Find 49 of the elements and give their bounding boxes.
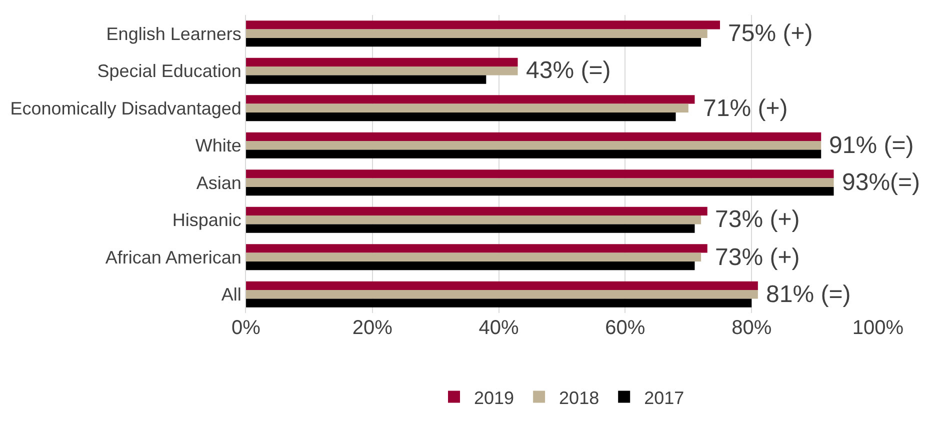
bar bbox=[246, 58, 518, 67]
y-tick-label: Asian bbox=[196, 172, 242, 193]
x-tick-label: 100% bbox=[852, 317, 904, 339]
bar bbox=[246, 252, 702, 262]
bar bbox=[246, 216, 702, 224]
bar bbox=[246, 112, 676, 122]
x-tick-label: 0% bbox=[232, 317, 261, 339]
bar bbox=[246, 150, 822, 158]
y-tick-label: White bbox=[195, 136, 242, 156]
annotation: 43% (=) bbox=[526, 57, 611, 84]
annotation: 75% (+) bbox=[728, 20, 813, 47]
bar bbox=[246, 132, 822, 142]
y-tick-label: All bbox=[221, 284, 242, 305]
bar bbox=[246, 20, 720, 30]
bar bbox=[246, 261, 695, 270]
annotation: 71% (+) bbox=[703, 95, 788, 122]
bar bbox=[246, 66, 518, 76]
bar bbox=[246, 186, 834, 196]
legend-label: 2018 bbox=[559, 388, 600, 408]
legend-label: 2017 bbox=[644, 388, 684, 408]
bar bbox=[246, 104, 688, 112]
y-tick-label: Special Education bbox=[97, 61, 242, 82]
y-tick-label: African American bbox=[105, 247, 242, 268]
y-tick-label: English Learners bbox=[106, 24, 242, 44]
bar bbox=[246, 95, 695, 104]
bar bbox=[246, 29, 708, 38]
bar bbox=[246, 170, 834, 178]
legend-label: 2019 bbox=[474, 388, 514, 408]
bar bbox=[246, 178, 834, 187]
annotation: 81% (=) bbox=[766, 281, 851, 308]
bar bbox=[246, 141, 822, 150]
annotation: 91% (=) bbox=[829, 132, 914, 159]
bar bbox=[246, 298, 752, 308]
bar bbox=[246, 244, 708, 253]
annotation: 73% (+) bbox=[715, 206, 800, 233]
y-tick-label: Economically Disadvantaged bbox=[10, 98, 242, 118]
x-tick-label: 40% bbox=[478, 317, 520, 339]
annotation: 73% (+) bbox=[715, 244, 800, 271]
bar bbox=[246, 281, 758, 290]
y-tick-label: Hispanic bbox=[172, 210, 242, 230]
bar bbox=[246, 290, 758, 299]
bar bbox=[246, 224, 695, 233]
x-tick-label: 20% bbox=[352, 317, 393, 339]
bar bbox=[246, 206, 708, 216]
bar bbox=[246, 38, 702, 47]
bar bbox=[246, 75, 486, 84]
x-tick-label: 80% bbox=[732, 317, 772, 339]
x-tick-label: 60% bbox=[605, 317, 646, 339]
annotation: 93%(=) bbox=[842, 169, 920, 196]
